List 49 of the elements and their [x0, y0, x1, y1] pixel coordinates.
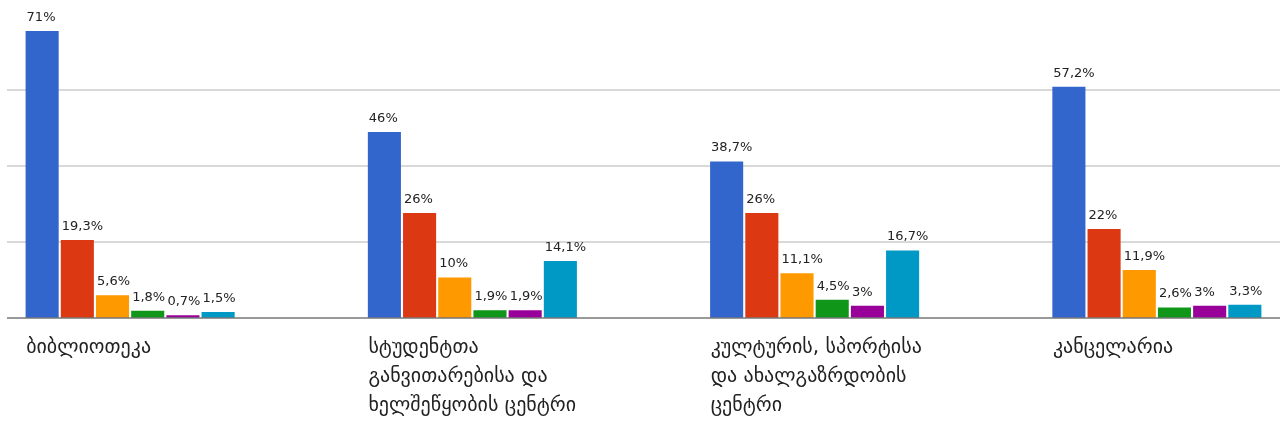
data-label: 3%	[851, 283, 873, 299]
data-label: 1,9%	[474, 288, 508, 304]
bar	[1193, 305, 1227, 318]
data-label: 38,7%	[711, 139, 753, 155]
data-label: 1,5%	[202, 289, 236, 305]
data-label: 57,2%	[1053, 64, 1095, 80]
bar	[438, 277, 472, 318]
x-tick-label: კანცელარია	[1052, 334, 1174, 359]
x-tick-label: სტუდენტთა განვითარებისა და ხელშეწყობის ცენტრი	[368, 334, 577, 417]
bar	[780, 273, 814, 318]
bar	[543, 261, 577, 318]
data-label: 1,8%	[132, 288, 166, 304]
bar	[60, 239, 94, 318]
data-label: 4,5%	[816, 277, 850, 293]
bar	[95, 295, 130, 318]
bar	[367, 132, 401, 318]
bar	[473, 310, 507, 318]
bar	[508, 310, 542, 318]
data-label: 26%	[746, 190, 776, 206]
bar	[1122, 269, 1156, 318]
data-label: 14,1%	[544, 238, 587, 254]
data-label: 2,6%	[1158, 285, 1192, 301]
bar	[1087, 229, 1121, 318]
bar	[25, 31, 59, 318]
data-label: 5,6%	[96, 273, 131, 289]
bar	[815, 299, 849, 318]
bar	[886, 250, 920, 318]
bar	[1052, 86, 1086, 318]
bar	[745, 212, 779, 318]
bar	[710, 161, 744, 318]
data-label: 22%	[1088, 206, 1118, 222]
data-label: 19,3%	[61, 217, 104, 233]
data-label: 0,7%	[167, 293, 201, 309]
data-label: 3,3%	[1229, 282, 1263, 298]
data-label: 26%	[404, 190, 433, 206]
bar	[1228, 304, 1262, 318]
x-tick-label: კულტურის, სპორტისა და ახალგაზრდობის ცენტრი	[710, 334, 922, 417]
bar	[850, 305, 884, 318]
data-label: 11,9%	[1123, 247, 1166, 263]
data-label: 10%	[439, 255, 469, 271]
data-label: 46%	[368, 109, 398, 125]
x-tick-label: ბიბლიოთეკა	[26, 334, 152, 359]
data-label: 71%	[26, 8, 56, 24]
data-label: 16,7%	[887, 228, 929, 244]
data-label: 11,1%	[781, 251, 823, 267]
bar	[1157, 307, 1192, 318]
bar	[403, 212, 437, 318]
data-label: 3%	[1194, 283, 1215, 299]
data-label: 1,9%	[509, 288, 543, 304]
